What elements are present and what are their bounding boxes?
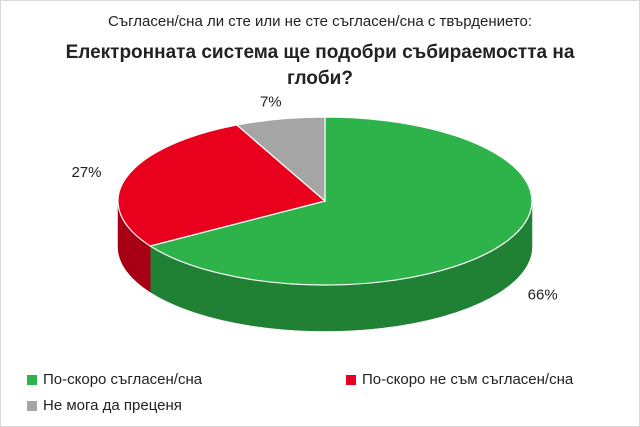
chart-title: Електронната система ще подобри събираем…	[66, 42, 575, 63]
legend-swatch	[346, 375, 356, 385]
chart-subtitle: Съгласен/сна ли сте или не сте съгласен/…	[108, 13, 532, 30]
chart-title: глоби?	[287, 68, 353, 89]
pie-slice	[148, 116, 533, 286]
legend-swatch	[27, 401, 37, 411]
legend-swatch	[27, 375, 37, 385]
pie-slice	[235, 116, 326, 203]
data-label: 27%	[71, 164, 101, 181]
data-label: 7%	[260, 94, 282, 111]
legend-label: Не мога да преценя	[43, 397, 182, 414]
legend-label: По-скоро съгласен/сна	[43, 371, 203, 388]
data-label: 66%	[528, 287, 558, 304]
pie-slice	[117, 124, 327, 247]
legend: По-скоро съгласен/сна По-скоро не съм съг…	[27, 371, 574, 414]
pie: 66% 27% 7%	[71, 94, 558, 332]
legend-label: По-скоро не съм съгласен/сна	[362, 371, 574, 388]
